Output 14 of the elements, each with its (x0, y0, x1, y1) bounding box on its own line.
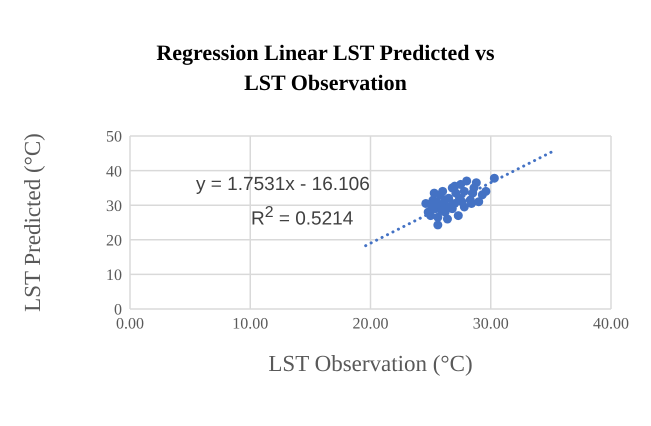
x-tick-label: 20.00 (352, 315, 388, 332)
y-tick-label: 10 (106, 267, 122, 284)
chart-title: Regression Linear LST Predicted vs LST Observation (155, 39, 496, 97)
y-axis-title: LST Predicted (°C) (20, 133, 46, 312)
y-tick-label: 20 (106, 232, 122, 250)
x-tick-label: 30.00 (472, 315, 509, 332)
x-tick-label: 40.00 (593, 315, 629, 332)
y-tick-label: 30 (106, 198, 122, 215)
y-tick-label: 40 (106, 163, 122, 180)
annotation: R$^{2}$ = 0.5214 (251, 204, 354, 230)
x-axis-title: LST Observation (°C) (268, 351, 473, 376)
annotation: y = 1.7531x - 16.106 (196, 174, 370, 196)
y-tick-label: 50 (106, 128, 122, 146)
x-tick-label: 10.00 (232, 315, 268, 332)
